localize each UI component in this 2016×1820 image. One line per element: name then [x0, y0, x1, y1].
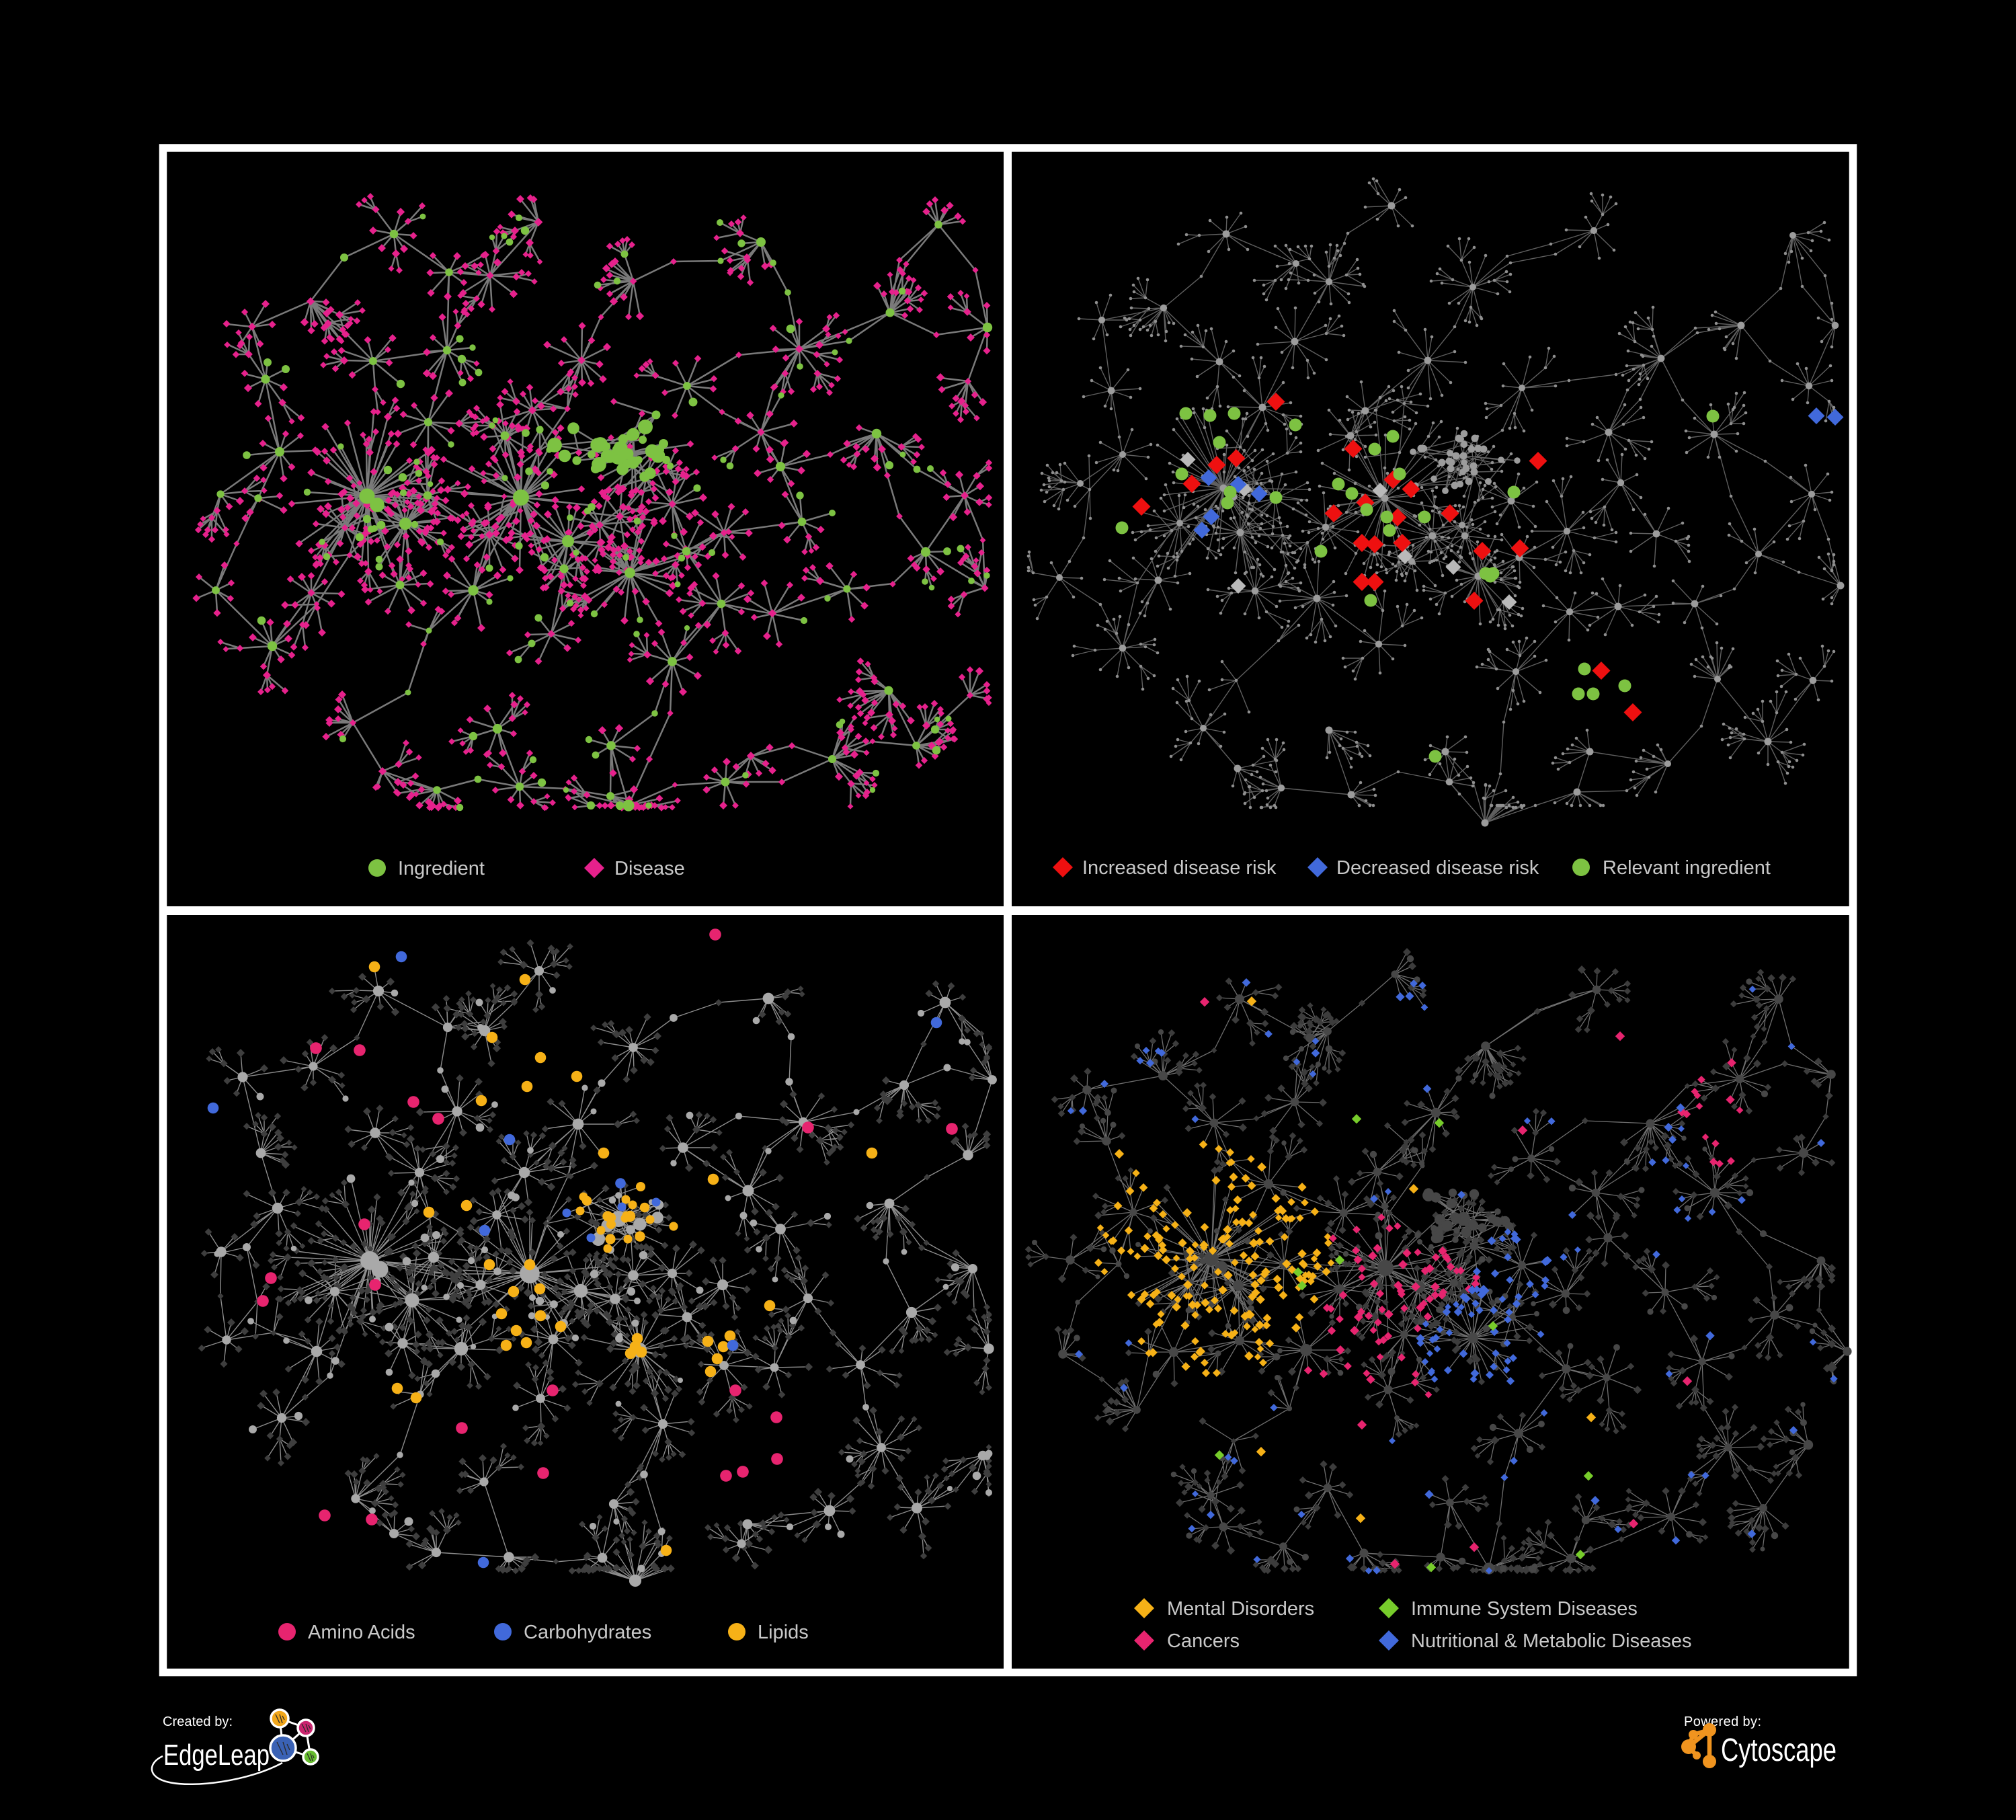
svg-text:Powered by:: Powered by:: [1684, 1714, 1761, 1729]
svg-text:Immune System Diseases: Immune System Diseases: [1411, 1598, 1638, 1620]
svg-text:Lipids: Lipids: [758, 1622, 809, 1643]
svg-text:Cytoscape: Cytoscape: [1721, 1733, 1837, 1768]
svg-text:Amino Acids: Amino Acids: [308, 1622, 415, 1643]
svg-text:Relevant ingredient: Relevant ingredient: [1603, 857, 1771, 879]
svg-text:Decreased disease risk: Decreased disease risk: [1336, 857, 1539, 879]
svg-text:EdgeLeap: EdgeLeap: [163, 1739, 270, 1772]
svg-text:Created by:: Created by:: [163, 1714, 233, 1729]
svg-text:Ingredient: Ingredient: [398, 858, 485, 879]
svg-text:Disease: Disease: [614, 858, 685, 879]
svg-text:Increased disease risk: Increased disease risk: [1082, 857, 1277, 879]
svg-text:Cancers: Cancers: [1167, 1630, 1240, 1652]
svg-text:Carbohydrates: Carbohydrates: [524, 1622, 651, 1643]
svg-text:Nutritional & Metabolic Diseas: Nutritional & Metabolic Diseases: [1411, 1630, 1691, 1652]
svg-text:Mental Disorders: Mental Disorders: [1167, 1598, 1314, 1620]
